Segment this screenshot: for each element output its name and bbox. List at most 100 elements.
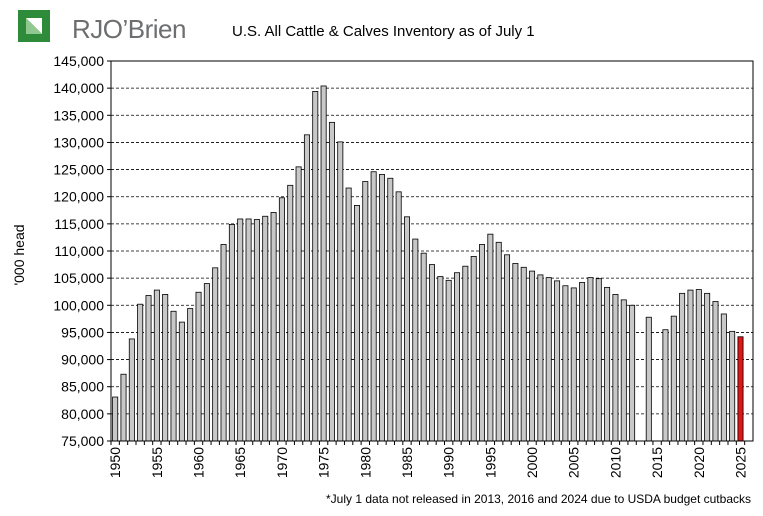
bar-2007 [587, 277, 594, 442]
bar-2020 [695, 289, 702, 442]
bar-2005 [570, 287, 577, 442]
y-tick-label: 130,000 [53, 134, 104, 150]
bar-1965 [237, 218, 244, 442]
x-tick-label: 1970 [274, 447, 290, 478]
bar-1976 [328, 121, 335, 442]
bar-2008 [595, 278, 602, 442]
bar-1968 [262, 215, 269, 442]
bar-1986 [412, 238, 419, 442]
x-tick-label: 2015 [649, 447, 665, 478]
bar-1954 [145, 295, 152, 442]
logo-text: RJO’Brien [72, 14, 186, 44]
bar-1999 [520, 266, 527, 442]
y-tick-label: 140,000 [53, 80, 104, 96]
x-tick-label: 2025 [732, 447, 748, 478]
axes [110, 60, 754, 445]
x-tick-label: 1985 [399, 447, 415, 478]
y-tick-label: 135,000 [53, 107, 104, 123]
bar-1991 [454, 272, 460, 442]
bar-2000 [529, 270, 536, 442]
bar-2011 [620, 299, 627, 442]
x-tick-label: 2005 [566, 447, 582, 478]
bar-1995 [487, 233, 494, 442]
bar-1962 [212, 267, 219, 442]
bar-2018 [679, 292, 686, 442]
x-tick-label: 1980 [357, 447, 373, 478]
y-tick-label: 115,000 [54, 216, 104, 232]
y-tick-label: 95,000 [61, 324, 104, 340]
bar-1974 [312, 91, 319, 442]
bar-2010 [612, 294, 619, 442]
bar-1978 [345, 187, 352, 442]
bar-1957 [170, 310, 177, 442]
bar-2025 [737, 336, 744, 442]
bar-1950 [112, 396, 119, 442]
bar-2002 [545, 277, 552, 442]
bar-1966 [245, 218, 252, 442]
bar-2019 [687, 289, 694, 442]
bar-series [112, 85, 744, 442]
bar-1989 [437, 276, 444, 442]
bar-1956 [162, 294, 169, 442]
rjo-brien-logo-icon [18, 10, 50, 42]
bar-2023 [720, 313, 727, 442]
bar-1982 [378, 174, 385, 442]
bar-1958 [178, 321, 185, 442]
bar-1952 [128, 338, 135, 442]
bar-2016 [662, 329, 669, 442]
bar-2021 [704, 292, 711, 442]
y-tick-label: 75,000 [61, 433, 104, 449]
bar-2004 [562, 285, 569, 442]
y-axis-label: '000 head [11, 224, 27, 285]
bar-2017 [670, 315, 677, 442]
bar-1967 [253, 219, 260, 442]
bar-1980 [362, 181, 369, 442]
x-tick-label: 1995 [482, 447, 498, 478]
bar-2001 [537, 274, 544, 442]
bar-1987 [420, 252, 427, 442]
y-tick-label: 110,000 [54, 243, 104, 259]
y-tick-label: 105,000 [53, 270, 104, 286]
y-tick-label: 145,000 [53, 53, 104, 69]
y-tick-labels: 75,000 80,000 85,000 90,000 95,000 100,000 105… [53, 53, 104, 449]
bar-1981 [370, 171, 377, 442]
bar-1998 [512, 263, 519, 442]
bar-1990 [445, 279, 452, 442]
x-tick-label: 1960 [191, 447, 207, 478]
y-tick-label: 100,000 [53, 297, 104, 313]
bar-1992 [462, 265, 469, 442]
x-tick-label: 1975 [316, 447, 332, 478]
bar-1972 [295, 166, 302, 442]
bar-1985 [404, 216, 410, 442]
bar-1961 [203, 283, 210, 442]
bar-2014 [645, 316, 652, 442]
bar-1997 [504, 254, 511, 442]
bar-1963 [220, 244, 227, 442]
bar-2022 [712, 301, 719, 442]
bar-1959 [187, 308, 194, 442]
bar-1973 [303, 134, 310, 442]
bar-1971 [287, 184, 294, 442]
footnote: *July 1 data not released in 2013, 2016 … [326, 492, 751, 506]
bar-1996 [495, 241, 502, 442]
bar-1969 [270, 212, 277, 442]
bar-1953 [137, 303, 144, 442]
bar-1960 [195, 291, 202, 442]
x-tick-label: 2010 [607, 447, 623, 478]
x-tick-label: 2020 [691, 447, 707, 478]
bar-1964 [228, 223, 235, 442]
bar-2024 [729, 330, 736, 442]
y-tick-label: 90,000 [61, 352, 104, 368]
bar-1993 [470, 256, 477, 442]
y-tick-label: 85,000 [61, 379, 104, 395]
bar-1970 [278, 197, 285, 442]
y-tick-label: 120,000 [53, 189, 104, 205]
x-tick-label: 2000 [524, 447, 540, 478]
bar-2006 [579, 282, 586, 442]
x-tick-label: 1965 [232, 447, 248, 478]
y-tick-label: 125,000 [53, 162, 104, 178]
bar-1975 [320, 85, 327, 442]
bar-1983 [387, 177, 394, 442]
bar-1984 [395, 191, 402, 442]
x-tick-label: 1955 [149, 447, 165, 478]
